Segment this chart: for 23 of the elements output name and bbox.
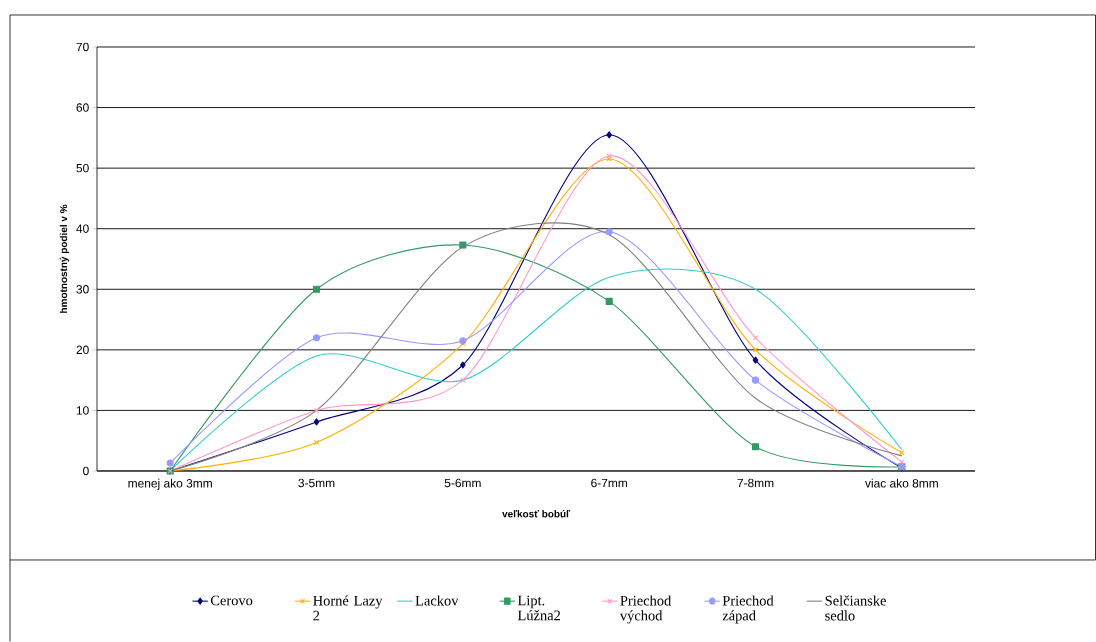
x-tick-label: 3-5mm bbox=[298, 478, 335, 488]
x-tick-label: 7-8mm bbox=[737, 478, 774, 488]
y-tick-label: 50 bbox=[76, 163, 89, 173]
x-tick-label: viac ako 8mm bbox=[865, 478, 938, 488]
x-tick-label: 6-7mm bbox=[591, 478, 627, 488]
y-tick-label: 60 bbox=[76, 103, 89, 112]
y-tick-label: 70 bbox=[76, 42, 89, 52]
legend-label: Selčianske sedlo bbox=[825, 595, 886, 621]
y-axis-title: hmotnostný podiel v % bbox=[59, 204, 70, 313]
y-tick-label: 0 bbox=[83, 466, 89, 476]
y-tick-label: 30 bbox=[76, 285, 89, 294]
legend-label: Priechod východ bbox=[619, 595, 672, 624]
x-tick-label: 5-6mm bbox=[444, 478, 481, 488]
y-tick-label: 10 bbox=[76, 406, 89, 415]
x-axis-title: veľkosť bobúľ bbox=[502, 509, 570, 518]
legend-label: Priechod západ bbox=[722, 595, 774, 624]
legend-label: Cerovo bbox=[210, 595, 253, 606]
y-tick-label: 40 bbox=[76, 224, 89, 233]
y-tick-label: 20 bbox=[76, 345, 89, 355]
legend-label: Lackov bbox=[415, 595, 459, 606]
legend-label: Horné Lazy 2 bbox=[313, 595, 383, 621]
x-tick-label: menej ako 3mm bbox=[128, 478, 212, 490]
legend-label: Lipt. Lúžna2 bbox=[517, 595, 561, 621]
